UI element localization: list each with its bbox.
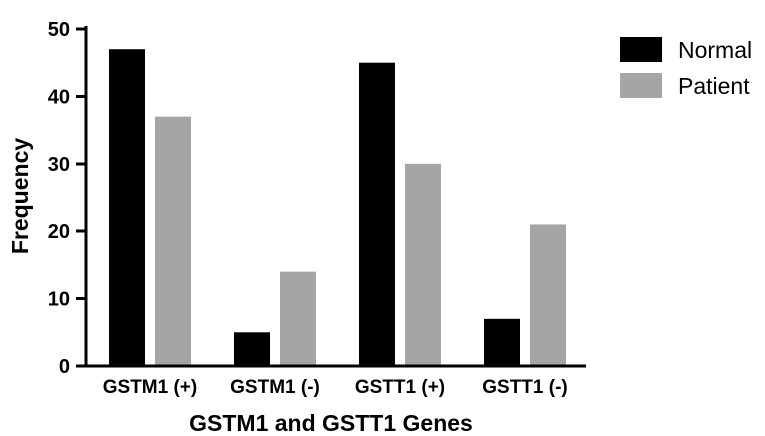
y-ticks-group: 0 10 20 30 40 50 [48,19,86,378]
y-tick-label-30: 30 [48,154,70,176]
legend-swatch-patient [620,73,662,98]
bars-group [109,49,566,367]
bar-patient-gstt1 [530,224,566,366]
bar-patient-gstm1 [280,271,316,366]
legend-swatch-normal [620,37,662,62]
legend-label-normal: Normal [678,37,752,63]
y-tick-label-40: 40 [48,86,70,108]
y-tick-label-10: 10 [48,289,70,311]
y-axis-title: Frequency [7,138,33,255]
x-tick-labels-group: GSTM1 (+) GSTM1 (-) GSTT1 (+) GSTT1 (-) [103,377,568,398]
y-tick-label-50: 50 [48,19,70,41]
bar-patient-gstm1 [155,116,191,367]
axes-group [84,26,586,368]
x-tick-label-gstt1: GSTT1 (+) [355,377,445,398]
bar-normal-gstm1 [234,332,270,366]
bar-normal-gstm1 [109,49,145,366]
bar-normal-gstt1 [359,62,395,366]
y-tick-label-20: 20 [48,221,70,243]
x-tick-label-gstm1: GSTM1 (-) [230,377,320,398]
bar-patient-gstt1 [405,163,441,366]
bar-normal-gstt1 [484,318,520,366]
y-tick-label-0: 0 [59,356,70,378]
x-tick-label-gstm1: GSTM1 (+) [103,377,197,398]
x-tick-label-gstt1: GSTT1 (-) [482,377,568,398]
legend-label-patient: Patient [678,73,750,99]
legend: Normal Patient [620,37,752,99]
x-axis-title: GSTM1 and GSTT1 Genes [189,410,473,436]
